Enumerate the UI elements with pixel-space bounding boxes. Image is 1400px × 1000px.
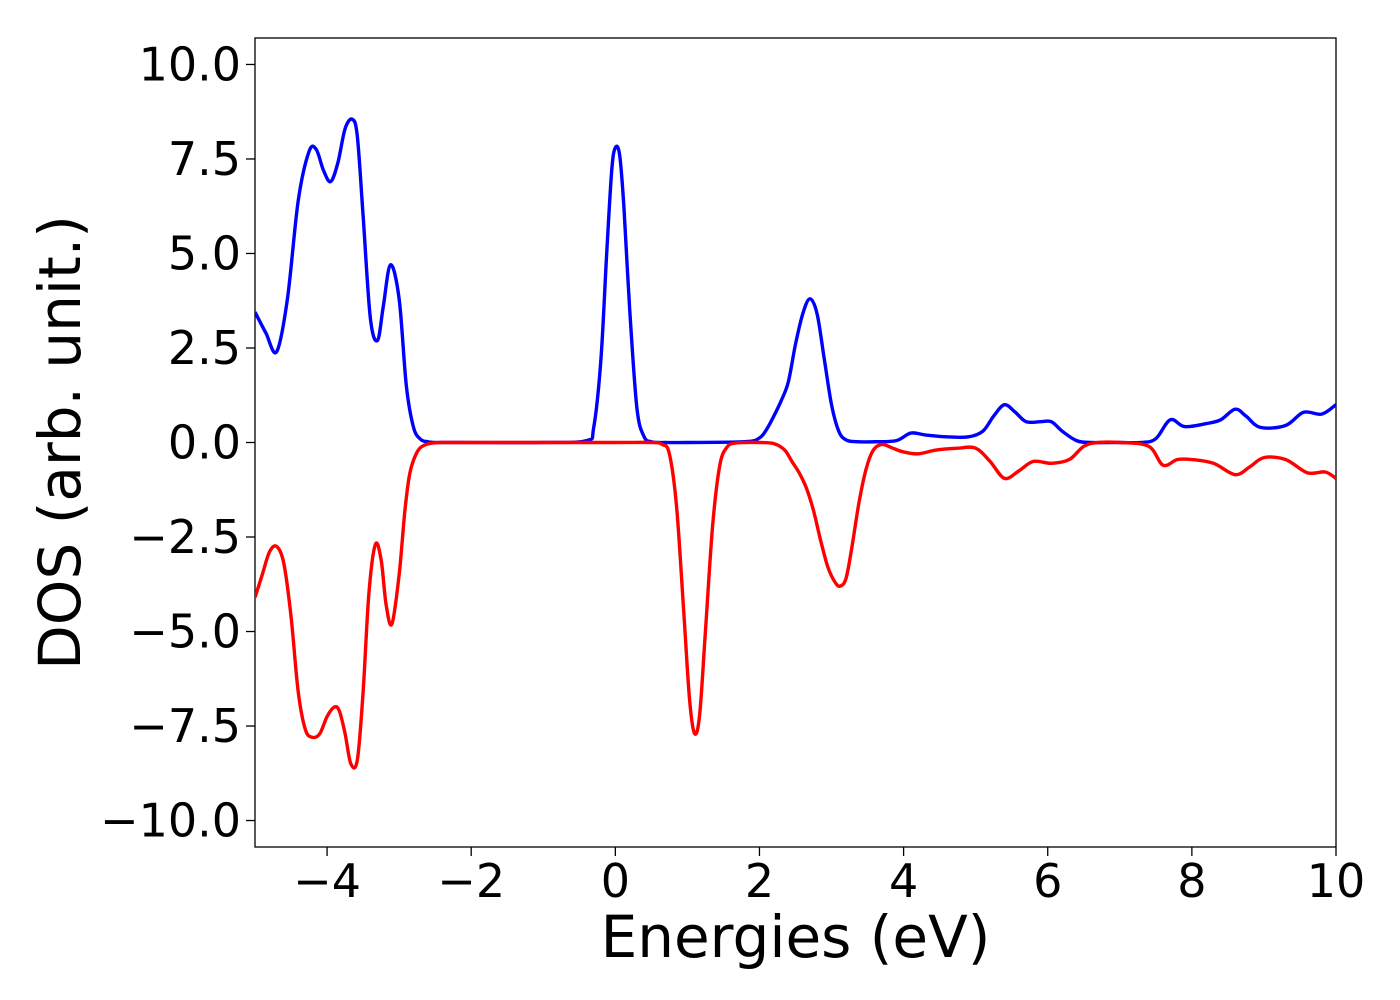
y-axis: −10.0 −7.5 −5.0 −2.5 0.0 2.5 5.0 7.5 10.0 [100,37,255,848]
x-tick-label: 6 [1033,854,1062,908]
x-axis-title: Energies (eV) [601,903,991,971]
x-tick-label: 8 [1177,854,1206,908]
y-tick-label: −10.0 [100,794,241,848]
series-layer [255,117,1336,770]
x-tick-label: 4 [889,854,918,908]
x-tick-label: 10 [1307,854,1366,908]
x-tick-label: 2 [745,854,774,908]
series-line-red [255,440,1336,770]
y-tick-label: 5.0 [168,226,241,280]
x-tick-label: −2 [437,854,505,908]
y-tick-label: 10.0 [139,37,241,91]
plot-frame [254,37,1337,848]
y-tick-label: −7.5 [129,699,241,753]
y-tick-label: −5.0 [129,605,241,659]
y-tick-label: 2.5 [168,321,241,375]
x-axis: −4 −2 0 2 4 6 8 10 [293,847,1365,908]
y-axis-title: DOS (arb. unit.) [26,215,94,670]
x-tick-label: −4 [293,854,361,908]
y-tick-label: −2.5 [129,510,241,564]
plot-area [254,37,1337,848]
x-tick-label: 0 [601,854,630,908]
y-tick-label: 7.5 [168,132,241,186]
y-tick-label: 0.0 [168,416,241,470]
